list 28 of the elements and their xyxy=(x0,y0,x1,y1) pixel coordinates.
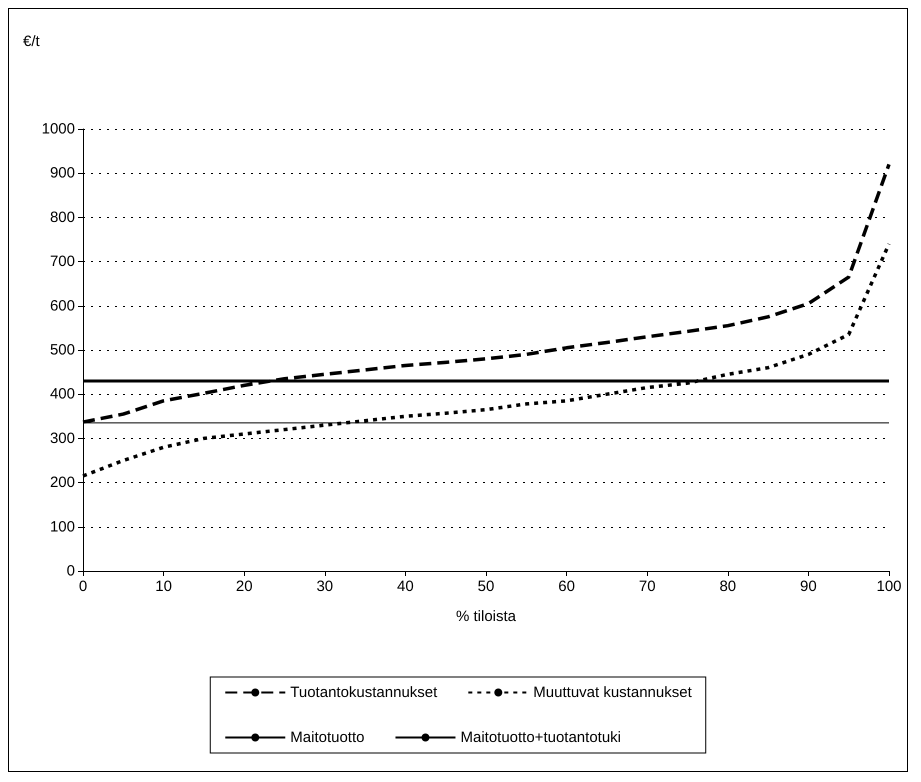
y-tick-label: 200 xyxy=(50,474,75,492)
y-tick-label: 800 xyxy=(50,208,75,226)
x-tick-label: 20 xyxy=(236,578,253,595)
x-tick-label: 40 xyxy=(397,578,414,595)
legend-label: Tuotantokustannukset xyxy=(290,684,438,701)
legend-label: Muuttuvat kustannukset xyxy=(533,684,693,701)
y-axis-title: €/t xyxy=(23,33,41,50)
x-tick-label: 50 xyxy=(478,578,494,595)
y-tick-label: 0 xyxy=(66,562,75,580)
x-tick-label: 100 xyxy=(876,578,902,595)
x-tick-label: 70 xyxy=(638,578,656,595)
legend-label: Maitotuotto xyxy=(290,729,364,746)
y-tick-label: 600 xyxy=(50,297,75,314)
y-tick-label: 100 xyxy=(50,518,75,536)
y-tick-label: 1000 xyxy=(42,120,75,138)
y-tick-label: 900 xyxy=(50,164,75,182)
x-tick-label: 10 xyxy=(155,578,172,595)
x-tick-label: 80 xyxy=(719,578,736,595)
x-tick-label: 60 xyxy=(558,578,575,595)
y-tick-label: 700 xyxy=(50,253,75,270)
y-tick-label: 400 xyxy=(50,386,75,403)
legend-label: Maitotuotto+tuotantotuki xyxy=(460,729,622,746)
x-tick-label: 90 xyxy=(800,578,817,595)
x-tick-label: 0 xyxy=(78,578,88,595)
x-tick-label: 30 xyxy=(316,578,334,595)
x-axis-title: % tiloista xyxy=(456,608,517,625)
y-tick-label: 300 xyxy=(50,430,75,447)
y-tick-label: 500 xyxy=(50,342,75,358)
